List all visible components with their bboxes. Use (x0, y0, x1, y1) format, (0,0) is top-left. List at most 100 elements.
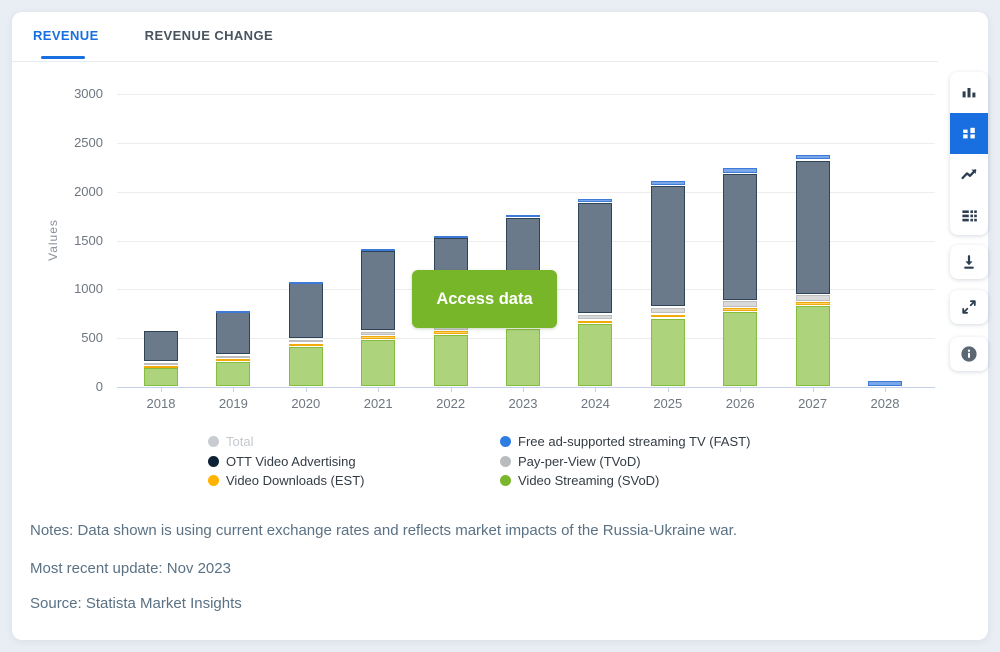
bar-segment-2021-ott-video-advertising[interactable] (361, 250, 396, 331)
x-tick-label: 2026 (725, 396, 755, 411)
download-icon (960, 253, 978, 271)
x-axis-tick (450, 387, 452, 392)
bar-segment-2027-free-ad-supported-streaming-tv-fast-[interactable] (795, 154, 830, 160)
tab-revenue-label: REVENUE (33, 28, 99, 43)
y-tick-label: 1000 (74, 281, 103, 297)
stacked-bar-chart-button[interactable] (950, 112, 988, 154)
bar-segment-2028-free-ad-supported-streaming-tv-fast-[interactable] (868, 381, 902, 386)
bar-chart-button[interactable] (950, 72, 988, 113)
bar-segment-2019-video-streaming-svod-[interactable] (216, 362, 251, 386)
bar-segment-2020-video-streaming-svod-[interactable] (288, 346, 323, 386)
legend-color-dot (208, 436, 219, 448)
bar-segment-2022-video-downloads-est-[interactable] (433, 331, 468, 334)
info-button[interactable] (950, 337, 988, 371)
bar-segment-2018-video-downloads-est-[interactable] (144, 365, 178, 368)
legend-color-dot (500, 475, 511, 487)
legend-column: Free ad-supported streaming TV (FAST) Pay… (500, 432, 750, 491)
legend-item-label: Pay-per-View (TVoD) (518, 453, 641, 469)
bar-segment-2019-ott-video-advertising[interactable] (216, 311, 251, 355)
x-axis-tick (595, 387, 597, 392)
data-table-icon (960, 206, 978, 224)
y-tick-label: 2500 (74, 134, 103, 150)
bar-segment-2020-pay-per-view-tvod-[interactable] (288, 339, 323, 343)
tab-bar-divider (12, 61, 938, 62)
bar-segment-2021-pay-per-view-tvod-[interactable] (361, 331, 396, 335)
x-axis-tick (667, 387, 669, 392)
bar-segment-2019-pay-per-view-tvod-[interactable] (216, 355, 251, 358)
fullscreen-icon (960, 298, 978, 316)
bar-segment-2018-ott-video-advertising[interactable] (144, 330, 178, 362)
legend-item-free-ad-supported-streaming-tv-fast-[interactable]: Free ad-supported streaming TV (FAST) (500, 432, 750, 452)
chart-legend: Total OTT Video Advertising Video Download… (12, 432, 938, 494)
bar-segment-2020-free-ad-supported-streaming-tv-fast-[interactable] (288, 281, 323, 284)
x-tick-label: 2019 (218, 396, 248, 411)
bar-segment-2024-free-ad-supported-streaming-tv-fast-[interactable] (578, 198, 613, 202)
bar-segment-2025-pay-per-view-tvod-[interactable] (650, 307, 685, 314)
fullscreen-button[interactable] (950, 290, 988, 324)
tab-revenue[interactable]: REVENUE (33, 28, 99, 59)
bar-segment-2025-video-streaming-svod-[interactable] (650, 318, 685, 386)
line-chart-icon (960, 165, 978, 183)
bar-segment-2027-video-streaming-svod-[interactable] (795, 305, 830, 386)
bar-segment-2020-ott-video-advertising[interactable] (288, 282, 323, 339)
bar-segment-2027-pay-per-view-tvod-[interactable] (795, 295, 830, 301)
data-table-button[interactable] (950, 194, 988, 235)
bar-segment-2026-video-downloads-est-[interactable] (723, 308, 758, 311)
x-axis-tick (161, 387, 162, 392)
x-axis-tick (233, 387, 235, 392)
legend-item-total[interactable]: Total (208, 432, 365, 452)
bar-segment-2018-video-streaming-svod-[interactable] (144, 368, 178, 386)
legend-color-dot (208, 475, 219, 487)
bar-segment-2024-video-downloads-est-[interactable] (578, 320, 613, 324)
gridline (117, 191, 935, 193)
tab-revenue-change[interactable]: REVENUE CHANGE (145, 28, 273, 59)
bar-segment-2023-video-streaming-svod-[interactable] (506, 329, 540, 386)
legend-item-video-streaming-svod-[interactable]: Video Streaming (SVoD) (500, 471, 750, 491)
y-tick-label: 1500 (74, 232, 103, 248)
bar-segment-2018-pay-per-view-tvod-[interactable] (144, 362, 178, 365)
line-chart-button[interactable] (950, 154, 988, 195)
legend-item-label: OTT Video Advertising (226, 453, 356, 469)
legend-item-label: Video Streaming (SVoD) (518, 473, 660, 489)
legend-item-pay-per-view-tvod-[interactable]: Pay-per-View (TVoD) (500, 452, 750, 472)
bar-segment-2025-free-ad-supported-streaming-tv-fast-[interactable] (650, 180, 685, 185)
bar-segment-2019-video-downloads-est-[interactable] (216, 359, 251, 362)
bar-segment-2020-video-downloads-est-[interactable] (288, 343, 323, 346)
legend-color-dot (500, 436, 511, 448)
y-tick-label: 2000 (74, 183, 103, 199)
stacked-bar-chart: Values 0 500 1000 1500 2000 2500 3000 2018 2019 2… (12, 62, 938, 432)
x-tick-label: 2022 (436, 396, 466, 411)
bar-segment-2027-ott-video-advertising[interactable] (795, 160, 830, 294)
x-axis-tick (885, 387, 886, 392)
bar-segment-2025-ott-video-advertising[interactable] (650, 186, 685, 307)
legend-item-ott-video-advertising[interactable]: OTT Video Advertising (208, 452, 365, 472)
bar-segment-2027-video-downloads-est-[interactable] (795, 302, 830, 305)
bar-segment-2024-video-streaming-svod-[interactable] (578, 324, 613, 386)
bar-segment-2021-video-downloads-est-[interactable] (361, 336, 396, 339)
x-tick-label: 2020 (291, 396, 321, 411)
bar-segment-2022-free-ad-supported-streaming-tv-fast-[interactable] (433, 236, 468, 239)
access-data-button[interactable]: Access data (412, 270, 557, 328)
bar-segment-2022-video-streaming-svod-[interactable] (433, 335, 468, 386)
x-tick-label: 2024 (580, 396, 610, 411)
legend-color-dot (208, 455, 219, 467)
bar-segment-2023-free-ad-supported-streaming-tv-fast-[interactable] (506, 215, 540, 218)
bar-segment-2026-pay-per-view-tvod-[interactable] (723, 301, 758, 307)
x-axis-tick (812, 387, 814, 392)
download-button[interactable] (950, 245, 988, 279)
bar-segment-2026-free-ad-supported-streaming-tv-fast-[interactable] (723, 168, 758, 173)
bar-segment-2021-free-ad-supported-streaming-tv-fast-[interactable] (361, 249, 396, 252)
x-tick-label: 2018 (146, 396, 176, 411)
bar-segment-2026-video-streaming-svod-[interactable] (723, 312, 758, 386)
legend-item-video-downloads-est-[interactable]: Video Downloads (EST) (208, 471, 365, 491)
bar-segment-2021-video-streaming-svod-[interactable] (361, 340, 396, 386)
bar-segment-2026-ott-video-advertising[interactable] (723, 174, 758, 300)
bar-segment-2019-free-ad-supported-streaming-tv-fast-[interactable] (216, 310, 251, 313)
bar-segment-2024-ott-video-advertising[interactable] (578, 203, 613, 314)
bar-segment-2025-video-downloads-est-[interactable] (650, 314, 685, 318)
info-icon (960, 345, 978, 363)
y-tick-label: 0 (95, 379, 103, 394)
stacked-bar-chart-icon (960, 124, 978, 142)
x-tick-label: 2023 (508, 396, 538, 411)
bar-segment-2024-pay-per-view-tvod-[interactable] (578, 314, 613, 320)
